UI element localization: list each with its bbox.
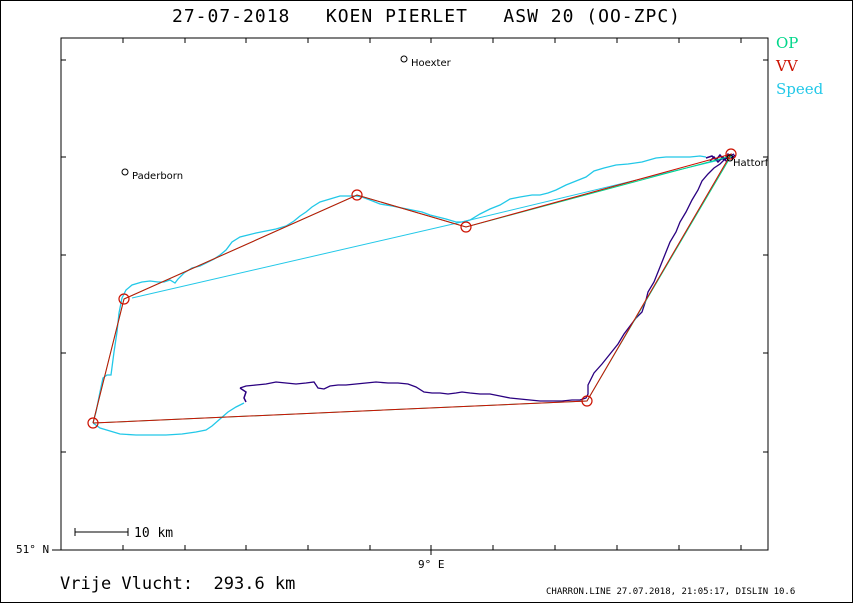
plot-area — [60, 37, 769, 551]
town-label-hoexter: Hoexter — [411, 58, 451, 69]
scale-bar — [74, 528, 129, 536]
dark-track-start — [239, 387, 247, 403]
town-marker-paderborn — [121, 168, 129, 176]
legend-vv: VV — [776, 57, 798, 75]
turnpoint-4 — [460, 221, 472, 233]
speed-track-south — [92, 402, 245, 436]
turnpoint-1 — [87, 417, 99, 429]
turnpoint-2 — [118, 293, 130, 305]
scale-label: 10 km — [134, 526, 174, 541]
turnpoint-5 — [725, 148, 737, 160]
turnpoint-3 — [351, 189, 363, 201]
flight-title: 27-07-2018 KOEN PIERLET ASW 20 (OO-ZPC) — [172, 6, 681, 27]
latitude-label: 51° N — [16, 543, 50, 556]
track-squiggle-hattorf — [705, 152, 736, 164]
turnpoint-6 — [581, 395, 593, 407]
free-flight-distance: Vrije Vlucht: 293.6 km — [60, 574, 296, 594]
generator-info: CHARRON.LINE 27.07.2018, 21:05:17, DISLI… — [546, 587, 796, 597]
dark-track-south — [239, 153, 735, 402]
legend-op: OP — [776, 34, 799, 52]
town-label-paderborn: Paderborn — [132, 171, 184, 182]
speed-track-north — [92, 155, 707, 424]
bottom-ticks — [122, 545, 742, 555]
legend-speed: Speed — [776, 80, 824, 98]
town-marker-hoexter — [400, 55, 408, 63]
left-ticks — [52, 59, 66, 551]
op-task-line — [92, 155, 733, 424]
right-ticks — [763, 59, 768, 453]
longitude-label: 9° E — [418, 558, 445, 571]
town-label-hattorf: Hattorf — [733, 158, 769, 169]
vv-task-line — [92, 153, 733, 424]
town-marker-hattorf — [726, 154, 734, 162]
turnpoints — [87, 148, 737, 429]
top-ticks — [122, 38, 742, 43]
